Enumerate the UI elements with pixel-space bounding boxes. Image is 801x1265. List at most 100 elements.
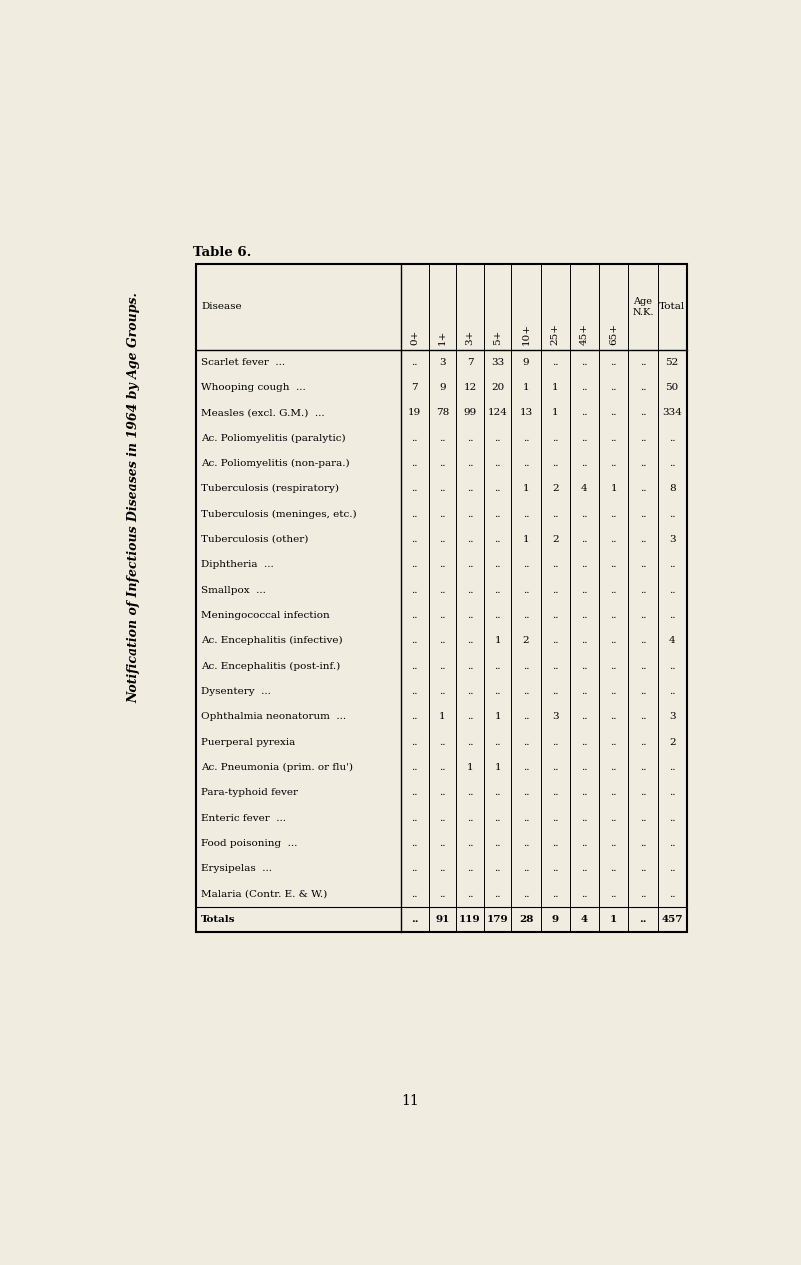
Text: ..: .. [494, 839, 501, 848]
Text: ..: .. [582, 586, 588, 595]
Text: 457: 457 [662, 915, 683, 923]
Text: ..: .. [523, 813, 529, 822]
Text: 7: 7 [467, 358, 473, 367]
Text: ..: .. [669, 662, 675, 670]
Text: ..: .. [610, 712, 617, 721]
Text: ..: .. [552, 864, 558, 873]
Text: 1: 1 [494, 763, 501, 772]
Text: ..: .. [523, 712, 529, 721]
Text: ..: .. [494, 662, 501, 670]
Text: ..: .. [439, 839, 445, 848]
Text: Ac. Poliomyelitis (paralytic): Ac. Poliomyelitis (paralytic) [201, 434, 346, 443]
Text: ..: .. [610, 737, 617, 746]
Text: ..: .. [640, 358, 646, 367]
Text: ..: .. [552, 510, 558, 519]
Text: ..: .. [610, 535, 617, 544]
Text: ..: .. [412, 586, 418, 595]
Text: Ac. Encephalitis (post-inf.): Ac. Encephalitis (post-inf.) [201, 662, 340, 670]
Text: ..: .. [412, 889, 418, 898]
Text: ..: .. [582, 611, 588, 620]
Text: ..: .. [467, 586, 473, 595]
Text: ..: .. [523, 510, 529, 519]
Text: ..: .. [552, 737, 558, 746]
Text: ..: .. [494, 788, 501, 797]
Text: ..: .. [552, 586, 558, 595]
Text: ..: .. [610, 358, 617, 367]
Text: ..: .. [412, 434, 418, 443]
Text: 33: 33 [491, 358, 505, 367]
Text: 13: 13 [519, 409, 533, 417]
Text: 4: 4 [669, 636, 675, 645]
Text: ..: .. [640, 611, 646, 620]
Text: ..: .. [494, 510, 501, 519]
Text: ..: .. [411, 915, 418, 923]
Text: ..: .. [552, 813, 558, 822]
Text: 3: 3 [552, 712, 558, 721]
Text: ..: .. [412, 737, 418, 746]
Text: ..: .. [523, 839, 529, 848]
Text: 78: 78 [436, 409, 449, 417]
Text: ..: .. [552, 358, 558, 367]
Text: ..: .. [439, 788, 445, 797]
Text: ..: .. [610, 560, 617, 569]
Text: ..: .. [640, 535, 646, 544]
Text: 52: 52 [666, 358, 678, 367]
Text: ..: .. [640, 687, 646, 696]
Text: ..: .. [494, 864, 501, 873]
Text: 2: 2 [523, 636, 529, 645]
Text: 2: 2 [669, 737, 675, 746]
Text: ..: .. [669, 560, 675, 569]
Text: 45+: 45+ [580, 323, 589, 344]
Text: 1: 1 [523, 484, 529, 493]
Text: ..: .. [610, 788, 617, 797]
Text: ..: .. [494, 687, 501, 696]
Text: ..: .. [610, 839, 617, 848]
Text: ..: .. [412, 535, 418, 544]
Text: ..: .. [439, 763, 445, 772]
Text: Para-typhoid fever: Para-typhoid fever [201, 788, 298, 797]
Text: Food poisoning  ...: Food poisoning ... [201, 839, 298, 848]
Text: ..: .. [610, 510, 617, 519]
Text: ..: .. [494, 611, 501, 620]
Text: ..: .. [669, 434, 675, 443]
Text: 11: 11 [401, 1094, 420, 1108]
Text: ..: .. [467, 687, 473, 696]
Text: Ac. Pneumonia (prim. or flu'): Ac. Pneumonia (prim. or flu') [201, 763, 353, 772]
Text: ..: .. [582, 712, 588, 721]
Text: ..: .. [467, 737, 473, 746]
Text: 3: 3 [669, 535, 675, 544]
Text: ..: .. [439, 611, 445, 620]
Text: ..: .. [639, 915, 646, 923]
Text: Age
N.K.: Age N.K. [632, 296, 654, 316]
Text: Ac. Encephalitis (infective): Ac. Encephalitis (infective) [201, 636, 343, 645]
Text: 19: 19 [408, 409, 421, 417]
Text: Table 6.: Table 6. [193, 245, 252, 259]
Text: 25+: 25+ [551, 323, 560, 344]
Text: ..: .. [669, 687, 675, 696]
Text: ..: .. [552, 434, 558, 443]
Text: 1: 1 [610, 484, 617, 493]
Text: 3+: 3+ [465, 329, 474, 344]
Text: ..: .. [640, 788, 646, 797]
Text: ..: .. [523, 864, 529, 873]
Text: Measles (excl. G.M.)  ...: Measles (excl. G.M.) ... [201, 409, 325, 417]
Text: ..: .. [640, 484, 646, 493]
Text: ..: .. [439, 864, 445, 873]
Text: Puerperal pyrexia: Puerperal pyrexia [201, 737, 296, 746]
Text: ..: .. [523, 788, 529, 797]
Text: 1: 1 [552, 409, 558, 417]
Text: ..: .. [439, 687, 445, 696]
Text: ..: .. [669, 864, 675, 873]
Text: ..: .. [523, 459, 529, 468]
Text: ..: .. [552, 687, 558, 696]
Text: 1: 1 [439, 712, 445, 721]
Text: ..: .. [582, 839, 588, 848]
Text: ..: .. [640, 434, 646, 443]
Text: Diphtheria  ...: Diphtheria ... [201, 560, 274, 569]
Text: 1: 1 [552, 383, 558, 392]
Text: ..: .. [412, 358, 418, 367]
Text: ..: .. [467, 611, 473, 620]
Text: Ac. Poliomyelitis (non-para.): Ac. Poliomyelitis (non-para.) [201, 459, 350, 468]
Text: ..: .. [412, 636, 418, 645]
Text: ..: .. [582, 535, 588, 544]
